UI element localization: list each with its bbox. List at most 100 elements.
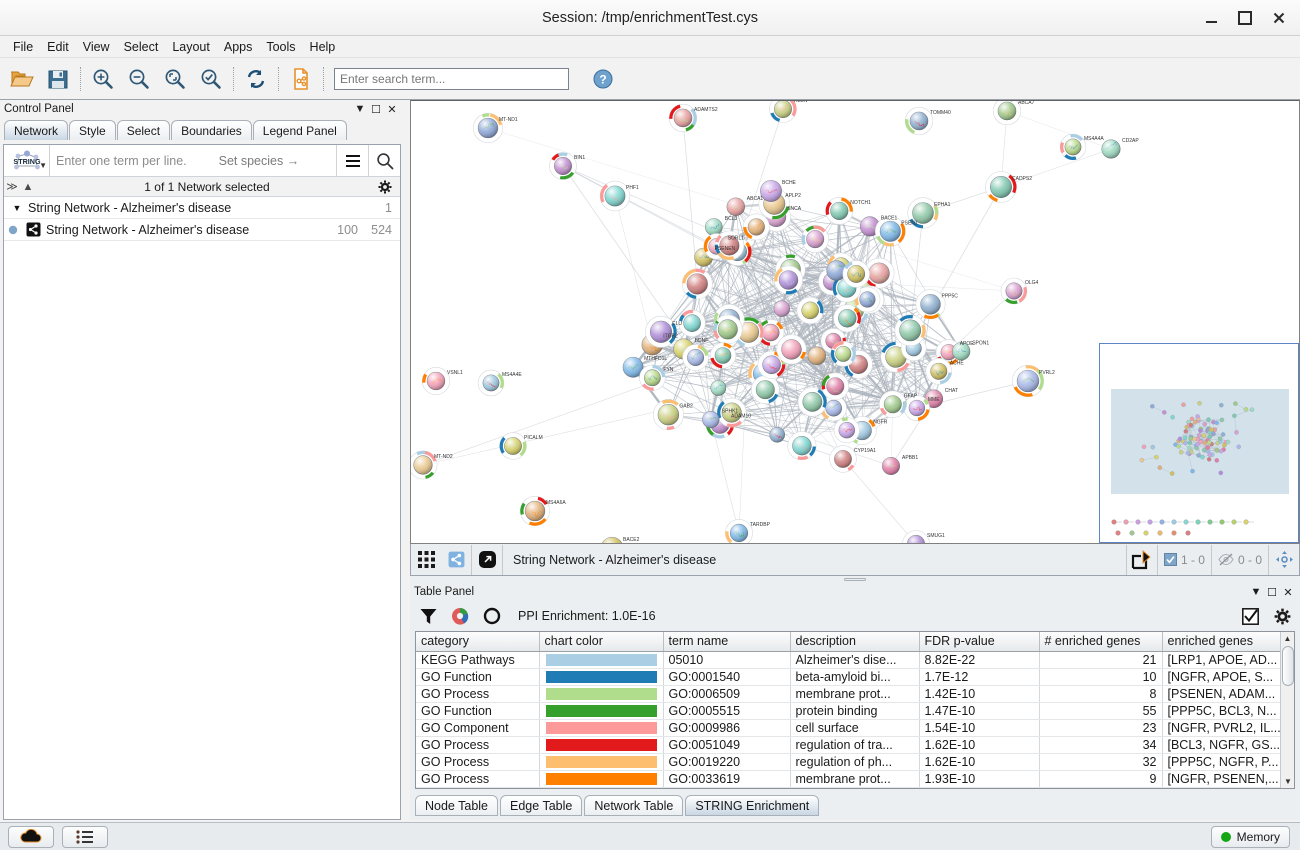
- menu-select[interactable]: Select: [123, 39, 159, 54]
- table-row[interactable]: KEGG Pathways 05010 Alzheimer's dise... 8.8…: [416, 651, 1283, 669]
- scrollbar-thumb[interactable]: [1282, 646, 1294, 686]
- network-item-row[interactable]: String Network - Alzheimer's disease 100…: [4, 219, 400, 241]
- table-panel-dropdown-icon[interactable]: ▼: [1250, 586, 1262, 598]
- column-header-enriched-count[interactable]: # enriched genes: [1039, 632, 1163, 652]
- enrichment-table-container[interactable]: category chart color term name descripti…: [415, 631, 1295, 789]
- table-row[interactable]: GO Function GO:0001540 beta-amyloid bi... 1…: [416, 668, 1283, 686]
- birds-eye-view[interactable]: [1099, 343, 1299, 543]
- column-header-category[interactable]: category: [416, 632, 540, 652]
- search-input[interactable]: Enter search term...: [334, 67, 569, 90]
- svg-text:BACE1: BACE1: [881, 215, 898, 221]
- tab-select[interactable]: Select: [116, 120, 171, 140]
- tab-edge-table[interactable]: Edge Table: [500, 795, 583, 816]
- tab-boundaries[interactable]: Boundaries: [171, 120, 252, 140]
- menu-apps[interactable]: Apps: [223, 39, 253, 54]
- grid-view-icon[interactable]: [411, 545, 441, 575]
- column-header-chart-color[interactable]: chart color: [539, 632, 664, 652]
- string-network-graph[interactable]: MT-ND2 MT-ND1 VSNL1 CD2AP MS4A4A MS4A6A MS4A4E…: [411, 101, 1299, 543]
- cell-category: GO Process: [416, 770, 540, 788]
- help-icon[interactable]: ?: [585, 62, 621, 96]
- table-panel-float-icon[interactable]: ☐: [1267, 586, 1277, 599]
- cell-chart-color: [539, 668, 664, 686]
- table-row[interactable]: GO Process GO:0051049 regulation of tra...…: [416, 736, 1283, 754]
- set-species-link[interactable]: Set species →: [218, 153, 300, 168]
- tab-legend-panel[interactable]: Legend Panel: [252, 120, 347, 140]
- cell-enriched-count: 23: [1039, 719, 1163, 737]
- menu-file[interactable]: File: [13, 39, 34, 54]
- search-icon[interactable]: [368, 145, 400, 176]
- export-network-icon[interactable]: [283, 62, 319, 96]
- zoom-selected-icon[interactable]: [193, 62, 229, 96]
- scroll-down-arrow-icon[interactable]: ▼: [1284, 777, 1292, 786]
- refresh-icon[interactable]: [238, 62, 274, 96]
- svg-text:TARDBP: TARDBP: [750, 522, 771, 528]
- chart-colors-icon[interactable]: [448, 604, 472, 628]
- menu-layout[interactable]: Layout: [172, 39, 210, 54]
- menu-help[interactable]: Help: [309, 39, 336, 54]
- share-export-icon[interactable]: [1127, 545, 1157, 575]
- tab-network[interactable]: Network: [4, 120, 69, 140]
- expand-triangle-icon[interactable]: ▼: [12, 202, 22, 213]
- svg-text:MT-ND2: MT-ND2: [434, 454, 453, 460]
- main-toolbar: Enter search term... ?: [0, 58, 1300, 100]
- tab-style[interactable]: Style: [69, 120, 116, 140]
- table-row[interactable]: GO Function GO:0005515 protein binding 1.47…: [416, 702, 1283, 720]
- zoom-fit-icon[interactable]: [157, 62, 193, 96]
- select-all-checkbox-icon[interactable]: [1238, 604, 1262, 628]
- table-row[interactable]: GO Process GO:0019220 regulation of ph... 1…: [416, 753, 1283, 771]
- control-panel-close-icon[interactable]: ✕: [387, 103, 397, 116]
- table-vertical-scrollbar[interactable]: ▲ ▼: [1280, 632, 1294, 788]
- table-row[interactable]: GO Process GO:0033619 membrane prot... 1.93…: [416, 770, 1283, 788]
- cell-fdr-pvalue: 1.93E-10: [919, 770, 1040, 788]
- scroll-up-arrow-icon[interactable]: ▲: [1283, 634, 1292, 643]
- open-folder-icon[interactable]: [4, 62, 40, 96]
- table-settings-gear-icon[interactable]: [1270, 604, 1294, 628]
- cloud-icon[interactable]: [8, 825, 54, 848]
- tab-network-table[interactable]: Network Table: [584, 795, 684, 816]
- collapse-all-icon[interactable]: ≫: [6, 181, 18, 193]
- gear-icon[interactable]: [378, 180, 400, 194]
- splitter-grip[interactable]: [844, 578, 866, 581]
- chevron-down-icon[interactable]: ▼: [39, 161, 47, 170]
- table-panel-close-icon[interactable]: ✕: [1283, 586, 1293, 599]
- maximize-button[interactable]: [1228, 3, 1262, 33]
- minimize-button[interactable]: [1194, 3, 1228, 33]
- string-logo[interactable]: STRING ▼: [4, 145, 50, 176]
- control-panel-float-icon[interactable]: ☐: [371, 103, 381, 116]
- table-panel-header: Table Panel ▼ ☐ ✕: [410, 583, 1300, 601]
- selected-nodes-count: 1 - 0: [1180, 552, 1205, 567]
- options-menu-icon[interactable]: [336, 145, 368, 176]
- task-list-icon[interactable]: [62, 825, 108, 848]
- table-row[interactable]: GO Process GO:0006509 membrane prot... 1.42…: [416, 685, 1283, 703]
- menu-edit[interactable]: Edit: [47, 39, 69, 54]
- network-thumbnail-icon[interactable]: [441, 545, 471, 575]
- tab-node-table[interactable]: Node Table: [415, 795, 499, 816]
- zoom-in-icon[interactable]: [85, 62, 121, 96]
- panel-splitter[interactable]: [410, 576, 1300, 583]
- save-icon[interactable]: [40, 62, 76, 96]
- menu-view[interactable]: View: [82, 39, 110, 54]
- zoom-out-icon[interactable]: [121, 62, 157, 96]
- close-button[interactable]: [1262, 3, 1296, 33]
- detach-view-icon[interactable]: [472, 545, 502, 575]
- cell-description: cell surface: [790, 719, 920, 737]
- table-row[interactable]: GO Process GO:0050435beta-amyloid m...2.0…: [416, 787, 1283, 788]
- network-view-canvas[interactable]: MT-ND2 MT-ND1 VSNL1 CD2AP MS4A4A MS4A6A MS4A4E…: [410, 100, 1300, 544]
- menu-tools[interactable]: Tools: [266, 39, 296, 54]
- enrichment-table: category chart color term name descripti…: [416, 632, 1283, 788]
- memory-status-button[interactable]: Memory: [1210, 825, 1290, 848]
- tab-string-enrichment[interactable]: STRING Enrichment: [685, 795, 820, 816]
- column-header-fdr-pvalue[interactable]: FDR p-value: [919, 632, 1040, 652]
- expand-all-icon[interactable]: ▲: [22, 180, 34, 193]
- string-term-input[interactable]: Enter one term per line. Set species →: [50, 145, 336, 176]
- column-header-term-name[interactable]: term name: [663, 632, 791, 652]
- cell-enriched-genes: [IDE, KIAA1149: [1162, 787, 1283, 788]
- column-header-description[interactable]: description: [790, 632, 920, 652]
- column-header-enriched-genes[interactable]: enriched genes: [1162, 632, 1283, 652]
- control-panel-dropdown-icon[interactable]: ▼: [354, 103, 366, 115]
- pan-tool-icon[interactable]: [1269, 545, 1299, 575]
- filter-icon[interactable]: [416, 604, 440, 628]
- donut-chart-icon[interactable]: [480, 604, 504, 628]
- network-group-row[interactable]: ▼ String Network - Alzheimer's disease 1: [4, 197, 400, 219]
- table-row[interactable]: GO Component GO:0009986 cell surface 1.54E-…: [416, 719, 1283, 737]
